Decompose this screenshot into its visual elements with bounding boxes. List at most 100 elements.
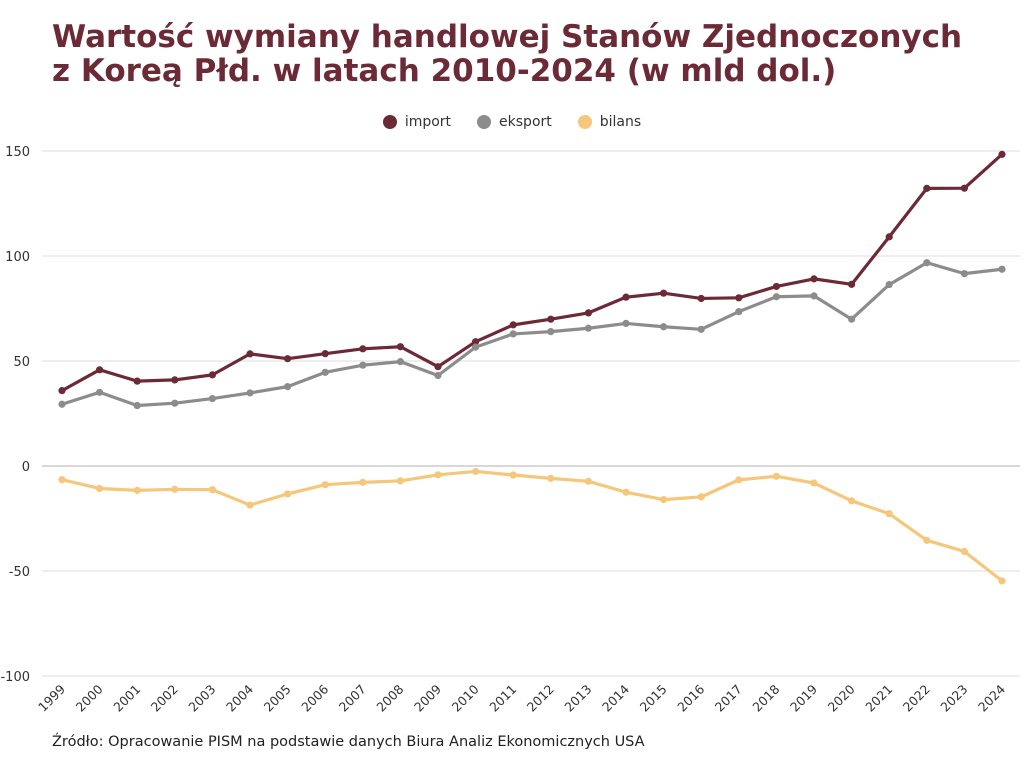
y-tick-label--100: -100	[0, 670, 30, 685]
series-eksport	[58, 259, 1006, 410]
data-point-eksport-2020	[848, 315, 856, 323]
x-tick-label-2021: 2021	[862, 682, 895, 715]
data-point-import-2008	[396, 343, 404, 351]
x-tick-label-2015: 2015	[637, 682, 670, 715]
data-point-import-2003	[208, 371, 216, 379]
legend-label-bilans: bilans	[599, 114, 642, 130]
data-point-eksport-2018	[772, 293, 781, 301]
data-point-import-2004	[246, 350, 254, 358]
data-point-eksport-2003	[208, 394, 216, 403]
x-tick-label-2008: 2008	[373, 681, 406, 714]
series-line-bilans	[60, 469, 1004, 583]
x-tick-label-2017: 2017	[712, 682, 745, 715]
x-tick-label-2024: 2024	[975, 681, 1008, 714]
data-point-import-2013	[584, 309, 593, 317]
data-point-import-2010	[472, 338, 480, 346]
legend-label-import: import	[404, 114, 452, 130]
chart-title: Wartość wymiany handlowej Stanów Zjednoc…	[52, 20, 992, 88]
data-point-eksport-2019	[810, 292, 818, 300]
data-point-eksport-2022	[923, 259, 931, 267]
data-point-bilans-2016	[697, 493, 705, 501]
legend-marker-bilans	[577, 115, 592, 129]
series-import	[58, 150, 1006, 395]
x-tick-label-2018: 2018	[749, 681, 782, 714]
data-point-import-2021	[885, 233, 893, 241]
data-point-eksport-2007	[359, 361, 367, 369]
x-tick-label-2011: 2011	[486, 682, 519, 715]
chart-title-line-2: z Koreą Płd. w latach 2010-2024 (w mld d…	[52, 53, 837, 89]
y-tick-label-100: 100	[5, 250, 30, 265]
legend-item-bilans[interactable]: bilans	[577, 114, 642, 130]
data-point-import-2012	[547, 315, 555, 323]
data-point-import-2005	[284, 355, 292, 363]
data-point-eksport-2014	[622, 319, 630, 328]
data-point-import-2020	[848, 280, 856, 288]
data-point-eksport-2017	[735, 308, 743, 316]
series-bilans	[58, 467, 1006, 585]
x-tick-label-2023: 2023	[937, 682, 970, 715]
data-point-bilans-2002	[171, 485, 179, 493]
data-point-eksport-2008	[396, 358, 404, 366]
data-point-eksport-2001	[133, 401, 141, 410]
data-point-eksport-2011	[509, 330, 517, 338]
data-point-eksport-2021	[885, 280, 893, 289]
data-point-eksport-2023	[960, 270, 969, 278]
data-point-import-2015	[660, 289, 668, 297]
data-point-import-2006	[321, 350, 329, 358]
data-point-bilans-1999	[58, 476, 66, 484]
data-point-bilans-2017	[735, 476, 743, 484]
x-tick-label-2016: 2016	[674, 681, 707, 714]
x-tick-label-2013: 2013	[561, 682, 594, 715]
data-point-bilans-2021	[885, 510, 893, 518]
data-point-bilans-2006	[321, 481, 329, 489]
data-point-bilans-2015	[660, 496, 668, 504]
x-tick-label-2020: 2020	[825, 681, 858, 714]
x-tick-label-2010: 2010	[449, 681, 482, 714]
x-tick-label-2003: 2003	[185, 682, 218, 715]
y-tick-label-0: 0	[22, 460, 30, 475]
x-tick-label-2014: 2014	[599, 681, 632, 714]
legend-label-eksport: eksport	[499, 114, 552, 130]
x-tick-label-2000: 2000	[73, 681, 106, 714]
data-point-import-2000	[96, 366, 104, 374]
data-point-bilans-2007	[359, 478, 367, 486]
data-point-import-2007	[359, 345, 367, 353]
data-point-bilans-2009	[434, 471, 442, 479]
data-point-bilans-2011	[509, 471, 517, 479]
data-point-import-2002	[171, 376, 179, 384]
chart-title-line-1: Wartość wymiany handlowej Stanów Zjednoc…	[52, 19, 963, 55]
data-point-eksport-2013	[584, 324, 593, 332]
legend-item-eksport[interactable]: eksport	[477, 114, 552, 130]
data-point-eksport-2000	[96, 388, 104, 396]
data-point-import-1999	[58, 387, 66, 395]
legend-marker-import	[382, 115, 397, 129]
series-line-import	[60, 152, 1004, 393]
data-point-bilans-2003	[208, 486, 216, 494]
y-tick-label-150: 150	[5, 145, 30, 160]
data-point-import-2017	[735, 294, 743, 302]
data-point-bilans-2022	[923, 536, 931, 544]
data-point-eksport-2009	[434, 371, 442, 380]
data-point-import-2022	[923, 184, 931, 192]
data-point-eksport-2006	[321, 368, 329, 376]
data-point-bilans-2005	[284, 490, 292, 498]
data-point-eksport-1999	[58, 400, 66, 408]
data-point-import-2023	[960, 184, 969, 192]
x-tick-label-2007: 2007	[336, 682, 369, 715]
data-point-bilans-2023	[960, 547, 969, 556]
legend-marker-eksport	[477, 115, 492, 129]
x-tick-label-2002: 2002	[148, 682, 181, 715]
data-point-eksport-2024	[998, 265, 1006, 273]
legend-item-import[interactable]: import	[382, 114, 452, 130]
data-point-bilans-2019	[810, 479, 818, 487]
data-point-bilans-2010	[472, 467, 480, 476]
x-tick-label-2001: 2001	[110, 682, 143, 715]
data-point-import-2014	[622, 293, 630, 301]
data-point-eksport-2010	[472, 343, 480, 351]
data-point-eksport-2004	[246, 389, 254, 397]
data-point-import-2011	[509, 321, 517, 329]
data-point-eksport-2015	[660, 323, 668, 331]
chart-legend: import eksport bilans	[0, 114, 1024, 130]
data-point-import-2009	[434, 363, 442, 371]
data-point-bilans-2012	[547, 474, 555, 482]
